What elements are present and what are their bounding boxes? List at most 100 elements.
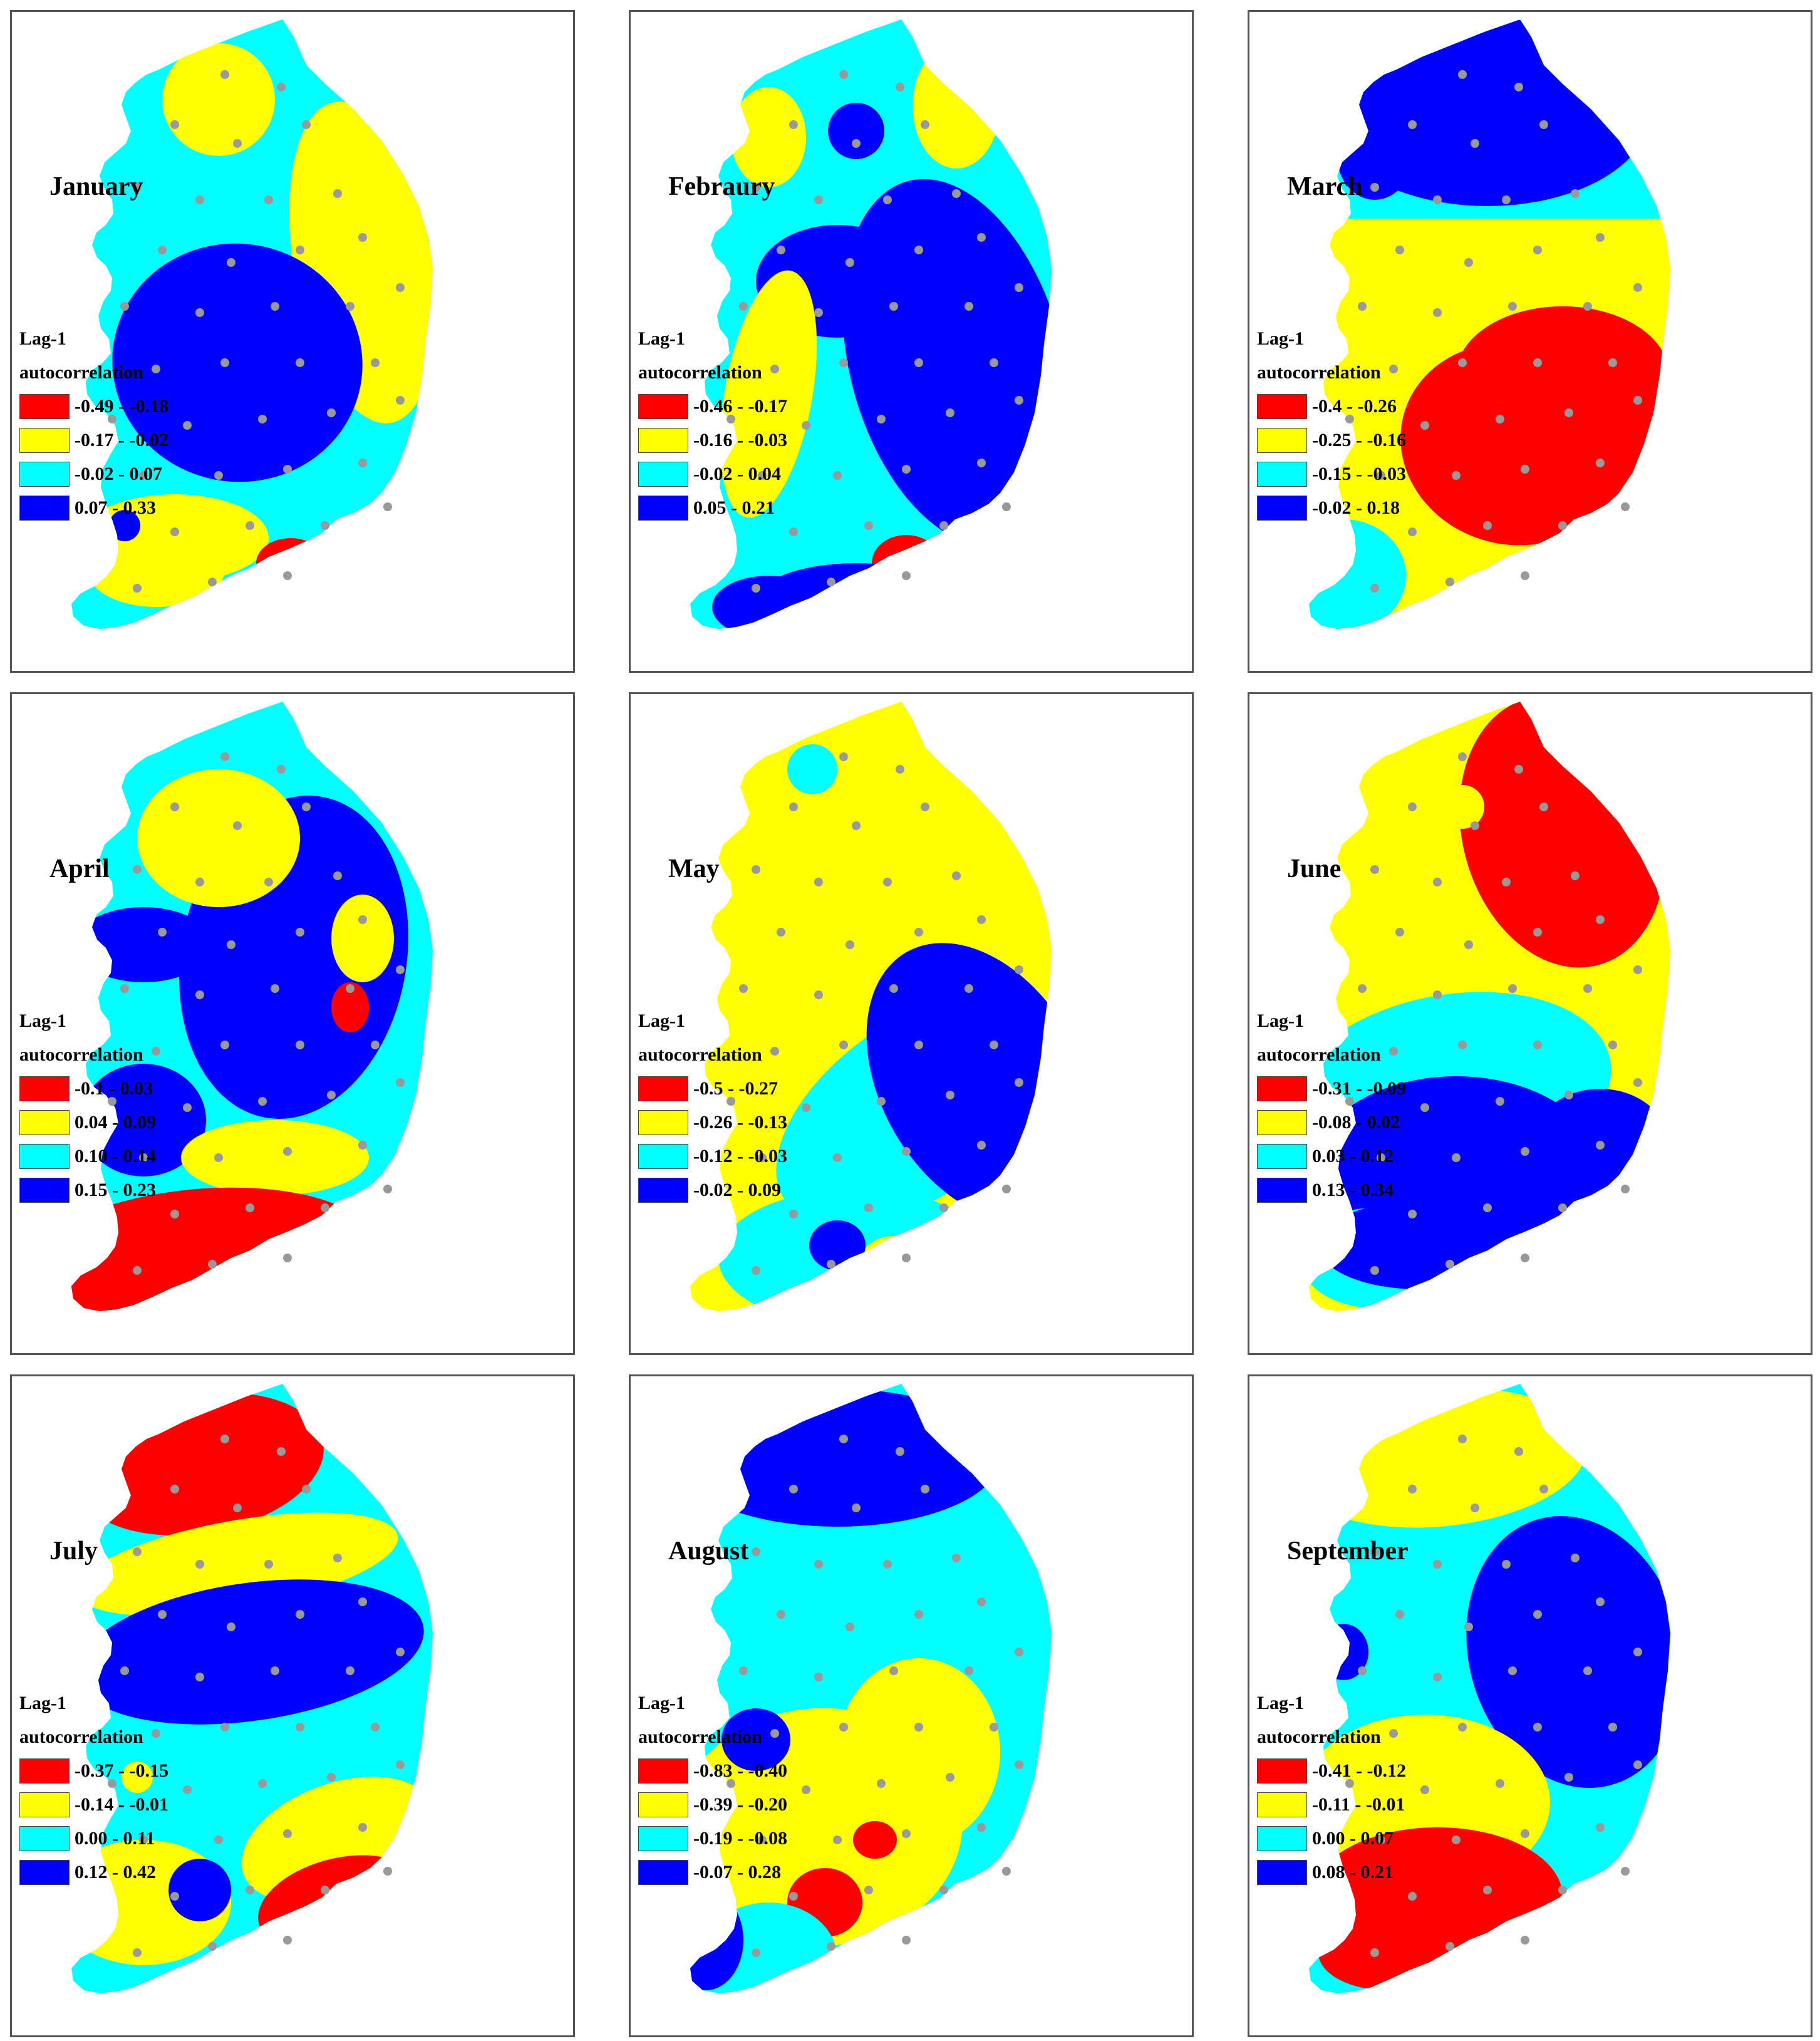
- legend-swatch: [638, 1110, 688, 1135]
- station-marker: [133, 183, 142, 192]
- station-marker: [1389, 1047, 1398, 1056]
- station-marker: [977, 233, 986, 242]
- station-marker: [845, 1623, 854, 1631]
- station-marker: [1608, 358, 1617, 367]
- station-marker: [1633, 396, 1642, 405]
- legend-item-cyan: -0.15 - -0.03: [1257, 457, 1406, 491]
- station-marker: [1408, 120, 1417, 129]
- station-marker: [383, 1185, 392, 1193]
- legend-label: 0.04 - 0.09: [75, 1112, 156, 1133]
- station-marker: [902, 571, 911, 580]
- legend-swatch: [1257, 1178, 1307, 1203]
- station-marker: [1583, 984, 1592, 993]
- legend-label: 0.00 - 0.11: [75, 1828, 155, 1849]
- legend-label: 0.08 - 0.21: [1312, 1862, 1393, 1883]
- station-markers: [1345, 752, 1642, 1275]
- station-marker: [358, 1597, 367, 1606]
- station-marker: [1508, 984, 1517, 993]
- korea-map: [690, 1384, 1052, 1993]
- station-marker: [358, 915, 367, 924]
- station-marker: [108, 415, 116, 423]
- station-marker: [1583, 302, 1592, 311]
- station-marker: [139, 471, 148, 480]
- station-marker: [246, 1203, 254, 1212]
- station-marker: [864, 1886, 873, 1894]
- legend-item-cyan: 0.03 - 0.12: [1257, 1140, 1406, 1173]
- station-marker: [1458, 752, 1467, 761]
- station-marker: [1370, 584, 1379, 593]
- station-marker: [1564, 1773, 1573, 1782]
- station-marker: [152, 365, 160, 373]
- legend: Lag-1 autocorrelation -0.83 - -0.40 -0.3…: [638, 1686, 787, 1889]
- station-marker: [358, 233, 367, 242]
- legend-label: -0.46 - -0.17: [693, 396, 787, 417]
- station-marker: [921, 802, 929, 811]
- station-marker: [296, 358, 304, 367]
- station-marker: [302, 1485, 311, 1493]
- station-marker: [1358, 302, 1367, 311]
- station-marker: [1633, 1078, 1642, 1087]
- legend-item-yellow: 0.04 - 0.09: [19, 1106, 156, 1140]
- station-markers: [726, 70, 1023, 593]
- legend-item-yellow: -0.25 - -0.16: [1257, 423, 1406, 457]
- station-marker: [802, 1785, 810, 1794]
- station-marker: [208, 578, 217, 586]
- station-marker: [271, 302, 279, 311]
- station-marker: [1370, 865, 1379, 874]
- station-marker: [977, 1597, 986, 1606]
- station-marker: [1521, 1147, 1529, 1156]
- station-marker: [1483, 1203, 1492, 1212]
- station-marker: [726, 1779, 735, 1788]
- station-marker: [889, 984, 898, 993]
- station-marker: [1458, 1723, 1467, 1732]
- station-marker: [296, 1610, 304, 1619]
- station-marker: [1596, 1597, 1605, 1606]
- station-marker: [277, 1447, 286, 1456]
- station-marker: [789, 802, 798, 811]
- station-marker: [946, 408, 954, 417]
- station-marker: [1358, 984, 1367, 993]
- legend-label: -0.26 - -0.13: [693, 1112, 787, 1133]
- korea-map: [1309, 1384, 1670, 1993]
- station-marker: [1433, 1560, 1442, 1569]
- station-marker: [1596, 1823, 1605, 1832]
- legend-title-line2: autocorrelation: [1257, 1727, 1381, 1747]
- station-marker: [170, 527, 179, 536]
- station-marker: [277, 765, 286, 774]
- legend: Lag-1 autocorrelation -0.1 - 0.03 0.04 -…: [19, 1004, 156, 1207]
- station-marker: [1521, 1254, 1529, 1262]
- legend-item-yellow: -0.14 - -0.01: [19, 1788, 168, 1822]
- station-marker: [346, 302, 354, 311]
- station-marker: [921, 1485, 929, 1493]
- map-panel-may: May Lag-1 autocorrelation -0.5 - -0.27 -…: [629, 692, 1194, 1355]
- station-marker: [852, 821, 861, 830]
- station-marker: [1514, 83, 1523, 91]
- station-marker: [789, 1210, 798, 1218]
- station-marker: [1508, 1666, 1517, 1675]
- legend-title-line1: Lag-1: [638, 1693, 685, 1713]
- station-marker: [914, 1723, 923, 1732]
- legend-title-line1: Lag-1: [19, 1693, 66, 1713]
- station-marker: [321, 521, 329, 530]
- station-marker: [990, 1723, 998, 1732]
- station-marker: [1015, 965, 1023, 974]
- legend-swatch: [1257, 1076, 1307, 1101]
- station-markers: [108, 752, 405, 1275]
- station-marker: [1558, 1203, 1567, 1212]
- korea-map: [71, 702, 433, 1311]
- station-marker: [845, 940, 854, 949]
- station-marker: [726, 415, 735, 423]
- station-marker: [1389, 365, 1398, 373]
- map-panel-july: July Lag-1 autocorrelation -0.37 - -0.15…: [10, 1374, 575, 2037]
- station-marker: [346, 984, 354, 993]
- station-marker: [1464, 1623, 1473, 1631]
- station-marker: [946, 1091, 954, 1099]
- legend-label: -0.11 - -0.01: [1312, 1794, 1405, 1815]
- station-marker: [758, 1836, 767, 1844]
- station-marker: [902, 1147, 911, 1156]
- legend-item-red: -0.83 - -0.40: [638, 1754, 787, 1788]
- station-marker: [358, 1823, 367, 1832]
- station-marker: [246, 521, 254, 530]
- station-marker: [1533, 246, 1542, 254]
- station-marker: [333, 1554, 342, 1562]
